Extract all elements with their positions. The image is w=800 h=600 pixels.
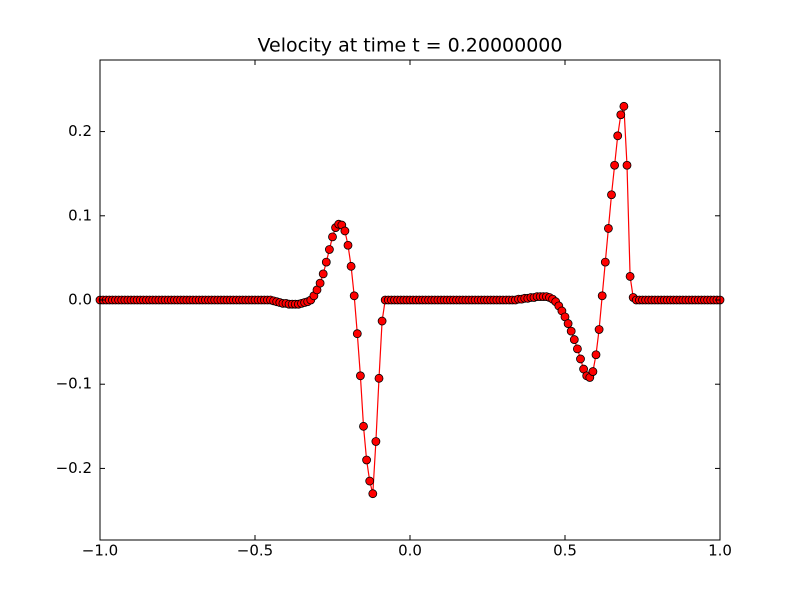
y-tick-label: −0.2 [56, 459, 92, 477]
data-marker [340, 226, 350, 236]
data-marker [588, 367, 598, 376]
data-marker [349, 291, 359, 301]
x-tick-label: 0.5 [553, 542, 577, 560]
data-marker [371, 437, 381, 446]
y-tick-label: 0.1 [68, 206, 92, 224]
data-marker [321, 257, 331, 267]
x-tick-label: 0.0 [398, 542, 422, 560]
data-marker [343, 240, 353, 250]
data-marker [576, 354, 585, 364]
data-marker [591, 350, 601, 360]
data-marker [622, 160, 632, 170]
data-marker [359, 421, 368, 431]
data-marker [374, 373, 384, 383]
data-marker [355, 371, 365, 381]
data-marker [607, 190, 616, 200]
data-marker [318, 269, 328, 279]
data-marker [573, 344, 582, 354]
data-marker [610, 160, 619, 170]
data-marker [619, 101, 629, 111]
data-marker [566, 326, 576, 336]
data-marker [362, 455, 372, 465]
data-marker [594, 325, 604, 334]
y-tick-label: −0.1 [56, 375, 92, 393]
data-marker [352, 329, 362, 339]
data-marker [616, 110, 626, 120]
data-marker [600, 257, 610, 267]
x-tick-label: −1.0 [82, 542, 118, 560]
data-marker [377, 316, 387, 326]
data-marker [365, 476, 375, 486]
data-marker [613, 131, 623, 141]
data-marker [368, 489, 378, 499]
data-marker [346, 261, 356, 271]
data-marker [324, 245, 334, 254]
chart-title: Velocity at time t = 0.20000000 [258, 35, 563, 57]
y-tick-label: 0.2 [68, 122, 92, 140]
data-marker [604, 224, 613, 233]
x-tick-label: 1.0 [708, 542, 732, 560]
data-marker [625, 272, 635, 281]
data-marker [597, 291, 607, 301]
data-marker [328, 232, 337, 242]
data-marker [563, 319, 573, 328]
x-tick-label: −0.5 [237, 542, 273, 560]
y-tick-label: 0.0 [68, 291, 92, 309]
data-marker [569, 335, 579, 344]
data-marker [315, 278, 325, 288]
